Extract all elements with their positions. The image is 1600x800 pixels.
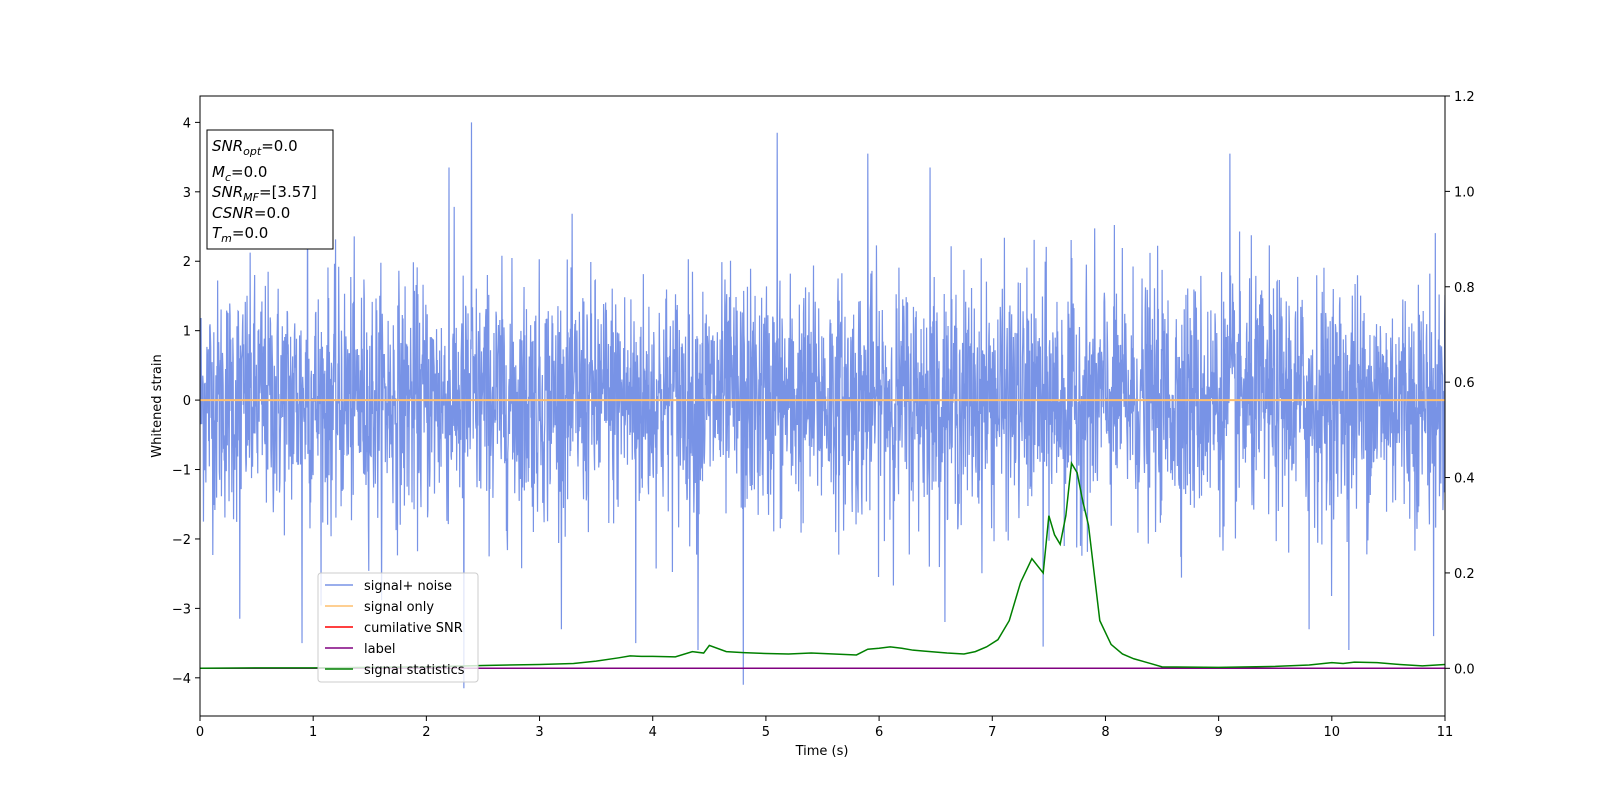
- stats-csnr: CSNR=0.0: [212, 204, 290, 222]
- stats-tm: Tm=0.0: [212, 224, 268, 245]
- x-tick-label: 4: [649, 725, 657, 740]
- y2-tick-label: 1.2: [1454, 90, 1475, 105]
- series-signal-statistics: [200, 460, 1445, 670]
- y-tick-label: 2: [183, 255, 191, 270]
- svg-text:label: label: [364, 642, 395, 657]
- y-tick-label: −3: [172, 602, 191, 617]
- legend-item-label: label: [325, 642, 395, 657]
- y-tick-label: 3: [183, 186, 191, 201]
- x-tick-label: 5: [762, 725, 770, 740]
- y2-axis-ticks: 1.2 1.0 0.8 0.6 0.4 0.2 0.0: [1445, 90, 1475, 677]
- stats-box: SNRopt=0.0 Mc=0.0 SNRMF=[3.57] CSNR=0.0 …: [206, 129, 334, 250]
- svg-text:signal only: signal only: [364, 600, 434, 615]
- y-tick-label: 4: [183, 116, 191, 131]
- y-axis-label: Whitened strain: [150, 354, 165, 457]
- legend-item-cumulative-snr: cumilative SNR: [325, 621, 463, 636]
- y2-tick-label: 0.8: [1454, 281, 1475, 296]
- legend-item-signal-only: signal only: [325, 600, 434, 615]
- stats-snr-mf: SNRMF=[3.57]: [212, 183, 317, 204]
- x-tick-label: 8: [1101, 725, 1109, 740]
- x-tick-label: 9: [1214, 725, 1222, 740]
- svg-text:signal statistics: signal statistics: [364, 663, 465, 678]
- y2-tick-label: 0.4: [1454, 472, 1475, 487]
- x-tick-label: 0: [196, 725, 204, 740]
- x-tick-label: 6: [875, 725, 883, 740]
- y-tick-label: −2: [172, 533, 191, 548]
- stats-mc: Mc=0.0: [212, 163, 267, 184]
- y-tick-label: −1: [172, 464, 191, 479]
- y-axis-ticks: 4 3 2 1 0 −1 −2 −3 −4: [172, 116, 200, 687]
- x-tick-label: 11: [1437, 725, 1454, 740]
- series-signal-noise: [200, 122, 1445, 689]
- y2-tick-label: 0.2: [1454, 567, 1475, 582]
- y2-tick-label: 0.0: [1454, 662, 1475, 677]
- legend-item-signal-noise: signal+ noise: [325, 579, 452, 594]
- svg-text:signal+ noise: signal+ noise: [364, 579, 452, 594]
- x-tick-label: 10: [1324, 725, 1341, 740]
- legend-item-signal-statistics: signal statistics: [325, 663, 465, 678]
- x-axis-label: Time (s): [795, 744, 849, 759]
- y2-tick-label: 1.0: [1454, 185, 1475, 200]
- x-axis-ticks: 0 1 2 3 4 5 6 7 8 9 10 11: [196, 716, 1453, 740]
- x-tick-label: 2: [422, 725, 430, 740]
- svg-text:cumilative SNR: cumilative SNR: [364, 621, 463, 636]
- stats-snr-opt: SNRopt=0.0: [212, 137, 298, 158]
- x-tick-label: 1: [309, 725, 317, 740]
- x-tick-label: 7: [988, 725, 996, 740]
- legend: signal+ noise signal only cumilative SNR…: [317, 572, 479, 683]
- y-tick-label: 0: [183, 394, 191, 409]
- y2-tick-label: 0.6: [1454, 376, 1475, 391]
- y-tick-label: −4: [172, 672, 191, 687]
- y-tick-label: 1: [183, 325, 191, 340]
- plot-frame: [199, 95, 1446, 717]
- x-tick-label: 3: [535, 725, 543, 740]
